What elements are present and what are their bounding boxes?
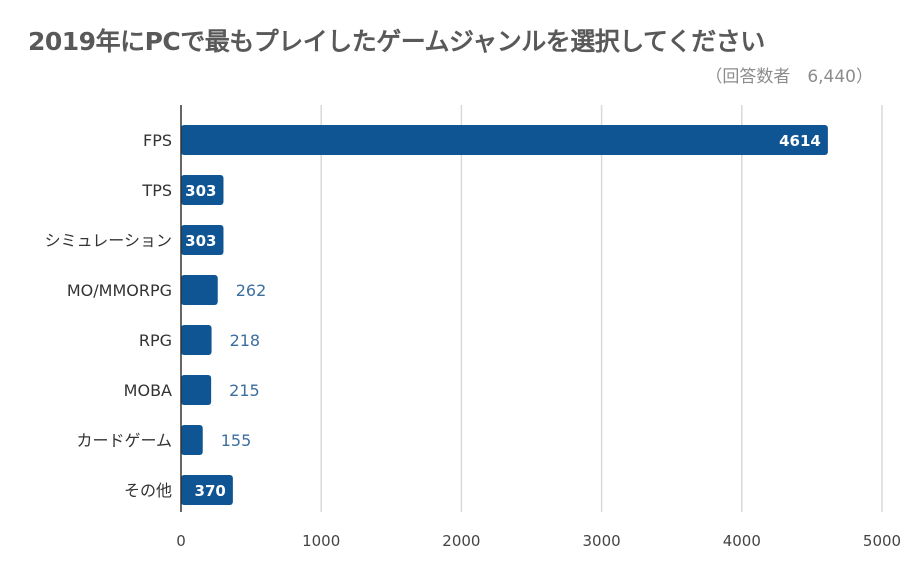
- data-label: 370: [195, 482, 226, 500]
- data-label: 262: [236, 281, 267, 300]
- category-label: RPG: [139, 331, 172, 350]
- bar: [181, 275, 218, 305]
- category-label: MOBA: [124, 381, 172, 400]
- category-label: その他: [124, 481, 172, 500]
- data-label: 4614: [779, 132, 821, 150]
- data-label: 303: [185, 232, 216, 250]
- bar: [181, 375, 212, 405]
- bar: [181, 175, 224, 205]
- bar: [181, 475, 233, 505]
- bar: [181, 125, 828, 155]
- x-tick-label: 1000: [302, 532, 340, 550]
- bar: [181, 425, 203, 455]
- data-label: 215: [229, 381, 260, 400]
- x-tick-label: 0: [176, 532, 186, 550]
- chart-title: 2019年にPCで最もプレイしたゲームジャンルを選択してください: [28, 27, 765, 56]
- x-tick-label: 5000: [863, 532, 901, 550]
- x-tick-label: 4000: [723, 532, 761, 550]
- x-tick-label: 3000: [583, 532, 621, 550]
- data-label: 303: [185, 182, 216, 200]
- bar: [181, 325, 212, 355]
- category-label: FPS: [143, 131, 172, 150]
- data-label: 155: [221, 431, 252, 450]
- x-tick-label: 2000: [442, 532, 480, 550]
- data-label: 218: [230, 331, 261, 350]
- category-label: MO/MMORPG: [67, 281, 172, 300]
- bar: [181, 225, 224, 255]
- category-label: TPS: [141, 181, 172, 200]
- category-label: カードゲーム: [76, 431, 172, 450]
- chart-subtitle: （回答数者 6,440）: [705, 67, 873, 87]
- category-label: シミュレーション: [45, 231, 172, 250]
